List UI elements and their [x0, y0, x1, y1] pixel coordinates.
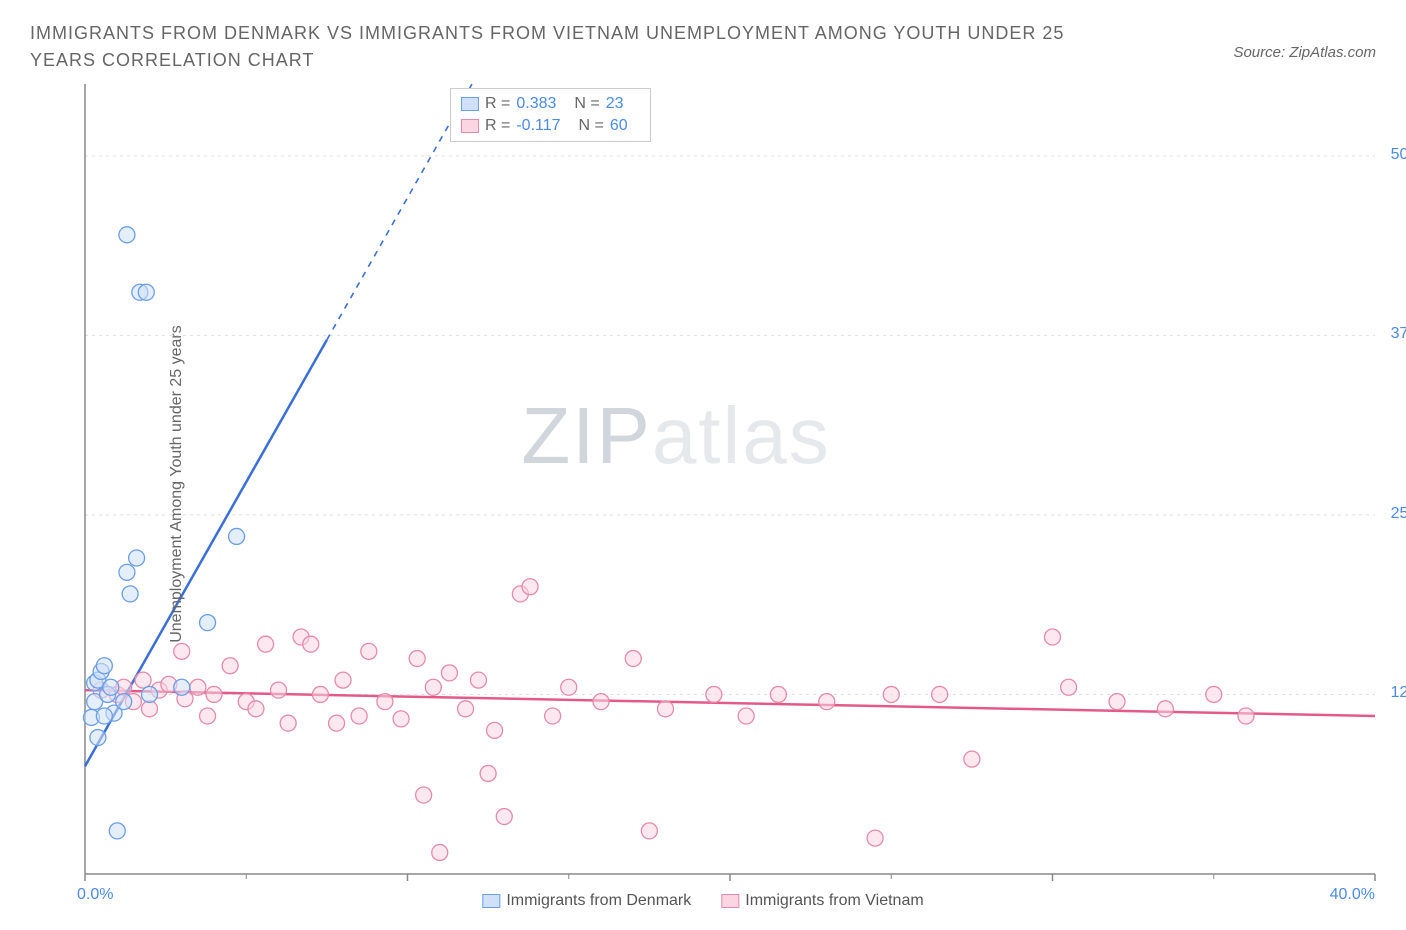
chart-container: Unemployment Among Youth under 25 years … — [30, 84, 1376, 884]
swatch-denmark — [461, 97, 479, 111]
y-tick-label: 50.0% — [1391, 146, 1406, 164]
chart-title: IMMIGRANTS FROM DENMARK VS IMMIGRANTS FR… — [30, 20, 1130, 74]
n-label: N = — [574, 95, 599, 113]
n-value-denmark: 23 — [606, 95, 624, 113]
r-label: R = — [485, 117, 510, 135]
r-value-denmark: 0.383 — [516, 95, 556, 113]
r-value-vietnam: -0.117 — [516, 117, 560, 135]
y-tick-label: 12.5% — [1391, 684, 1406, 702]
y-tick-label: 37.5% — [1391, 325, 1406, 343]
y-tick-label: 25.0% — [1391, 505, 1406, 523]
n-value-vietnam: 60 — [610, 117, 628, 135]
r-label: R = — [485, 95, 510, 113]
n-label: N = — [579, 117, 604, 135]
stats-legend: R = 0.383 N = 23 R = -0.117 N = 60 — [450, 88, 651, 142]
swatch-vietnam — [461, 119, 479, 133]
stats-row-denmark: R = 0.383 N = 23 — [461, 93, 640, 115]
scatter-chart — [30, 84, 1406, 884]
x-tick-label: 40.0% — [1330, 886, 1375, 904]
stats-row-vietnam: R = -0.117 N = 60 — [461, 115, 640, 137]
x-tick-labels: 0.0%40.0% — [85, 884, 1375, 908]
y-axis-label: Unemployment Among Youth under 25 years — [168, 325, 186, 643]
source-attribution: Source: ZipAtlas.com — [1233, 44, 1376, 61]
x-tick-label: 0.0% — [77, 886, 113, 904]
